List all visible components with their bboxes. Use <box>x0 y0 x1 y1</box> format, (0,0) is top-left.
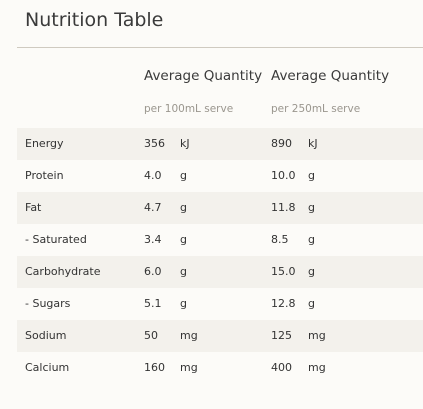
table-row: Carbohydrate 6.0 g 15.0 g <box>17 256 423 288</box>
table-row: Protein 4.0 g 10.0 g <box>17 160 423 192</box>
unit: mg <box>180 329 198 342</box>
value: 5.1 <box>144 297 162 310</box>
value: 15.0 <box>271 265 296 278</box>
value: 6.0 <box>144 265 162 278</box>
unit: g <box>180 169 187 182</box>
value: 890 <box>271 137 292 150</box>
unit: g <box>308 169 315 182</box>
unit: mg <box>308 329 326 342</box>
column-subheading: per 250mL serve <box>271 103 361 115</box>
value: 12.8 <box>271 297 296 310</box>
nutrient-name: Calcium <box>25 361 70 374</box>
table-row: Fat 4.7 g 11.8 g <box>17 192 423 224</box>
table-row: - Sugars 5.1 g 12.8 g <box>17 288 423 320</box>
unit: kJ <box>180 137 190 150</box>
table-row: Energy 356 kJ 890 kJ <box>17 128 423 160</box>
table-row: Calcium 160 mg 400 mg <box>17 352 423 384</box>
nutrient-name: - Sugars <box>25 297 71 310</box>
divider <box>17 47 423 48</box>
nutrient-name: Sodium <box>25 329 67 342</box>
unit: g <box>308 201 315 214</box>
value: 160 <box>144 361 165 374</box>
nutrient-name: Carbohydrate <box>25 265 101 278</box>
unit: g <box>180 265 187 278</box>
title: Nutrition Table <box>25 9 164 31</box>
column-heading: Average Quantity <box>144 68 263 84</box>
nutrient-name: Energy <box>25 137 64 150</box>
value: 4.7 <box>144 201 162 214</box>
value: 356 <box>144 137 165 150</box>
unit: g <box>180 297 187 310</box>
table-row: Sodium 50 mg 125 mg <box>17 320 423 352</box>
column-subheading: per 100mL serve <box>144 103 234 115</box>
value: 10.0 <box>271 169 296 182</box>
unit: g <box>180 201 187 214</box>
value: 400 <box>271 361 292 374</box>
nutrient-name: - Saturated <box>25 233 87 246</box>
value: 4.0 <box>144 169 162 182</box>
table-row: - Saturated 3.4 g 8.5 g <box>17 224 423 256</box>
unit: g <box>308 265 315 278</box>
value: 8.5 <box>271 233 289 246</box>
unit: g <box>180 233 187 246</box>
column-heading: Average Quantity <box>271 68 390 84</box>
nutrient-name: Protein <box>25 169 64 182</box>
value: 11.8 <box>271 201 296 214</box>
unit: mg <box>180 361 198 374</box>
unit: g <box>308 233 315 246</box>
unit: mg <box>308 361 326 374</box>
value: 125 <box>271 329 292 342</box>
value: 50 <box>144 329 158 342</box>
unit: kJ <box>308 137 318 150</box>
unit: g <box>308 297 315 310</box>
value: 3.4 <box>144 233 162 246</box>
nutrient-name: Fat <box>25 201 42 214</box>
